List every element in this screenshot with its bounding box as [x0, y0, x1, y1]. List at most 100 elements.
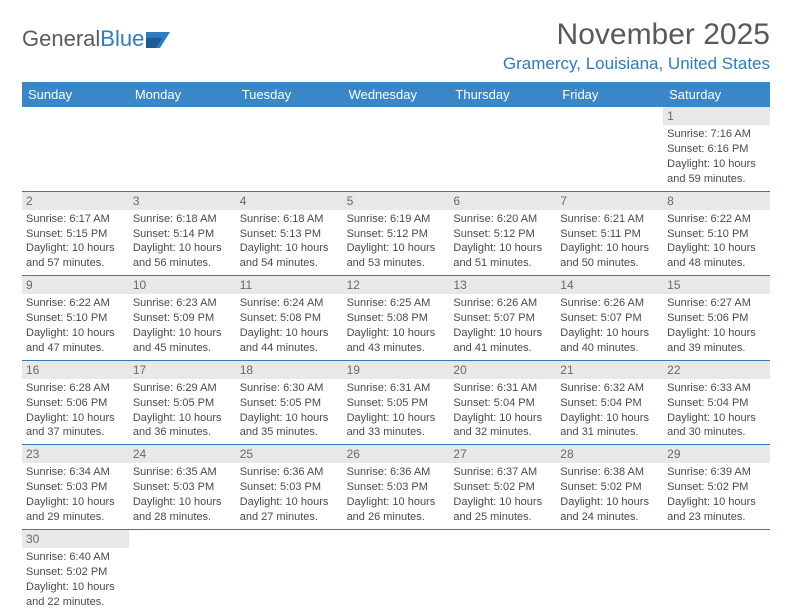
week-row: 2Sunrise: 6:17 AMSunset: 5:15 PMDaylight… [22, 192, 770, 277]
calendar-cell: 14Sunrise: 6:26 AMSunset: 5:07 PMDayligh… [556, 276, 663, 360]
day-number: 27 [449, 445, 556, 463]
daylight-line: Daylight: 10 hours and 50 minutes. [560, 241, 659, 271]
cell-content: Sunrise: 6:27 AMSunset: 5:06 PMDaylight:… [663, 294, 770, 359]
calendar-cell: 5Sunrise: 6:19 AMSunset: 5:12 PMDaylight… [343, 192, 450, 276]
sunrise-line: Sunrise: 6:28 AM [26, 381, 125, 396]
sunrise-line: Sunrise: 6:19 AM [347, 212, 446, 227]
sunset-line: Sunset: 5:14 PM [133, 227, 232, 242]
day-number: 30 [22, 530, 129, 548]
sunrise-line: Sunrise: 6:31 AM [347, 381, 446, 396]
day-number: 15 [663, 276, 770, 294]
sunrise-line: Sunrise: 6:37 AM [453, 465, 552, 480]
calendar-cell: 26Sunrise: 6:36 AMSunset: 5:03 PMDayligh… [343, 445, 450, 529]
sunset-line: Sunset: 5:06 PM [26, 396, 125, 411]
cell-content: Sunrise: 6:37 AMSunset: 5:02 PMDaylight:… [449, 463, 556, 528]
day-number: 6 [449, 192, 556, 210]
calendar-cell: 1Sunrise: 7:16 AMSunset: 6:16 PMDaylight… [663, 107, 770, 191]
daylight-line: Daylight: 10 hours and 24 minutes. [560, 495, 659, 525]
calendar-cell [22, 107, 129, 191]
sunset-line: Sunset: 5:04 PM [560, 396, 659, 411]
calendar-cell [449, 530, 556, 613]
header: GeneralBlue November 2025 Gramercy, Loui… [22, 18, 770, 74]
cell-content: Sunrise: 6:18 AMSunset: 5:14 PMDaylight:… [129, 210, 236, 275]
calendar-cell: 9Sunrise: 6:22 AMSunset: 5:10 PMDaylight… [22, 276, 129, 360]
calendar-cell: 28Sunrise: 6:38 AMSunset: 5:02 PMDayligh… [556, 445, 663, 529]
day-number [343, 107, 450, 109]
cell-content: Sunrise: 6:21 AMSunset: 5:11 PMDaylight:… [556, 210, 663, 275]
calendar-cell: 27Sunrise: 6:37 AMSunset: 5:02 PMDayligh… [449, 445, 556, 529]
daylight-line: Daylight: 10 hours and 23 minutes. [667, 495, 766, 525]
daylight-line: Daylight: 10 hours and 25 minutes. [453, 495, 552, 525]
calendar-cell: 16Sunrise: 6:28 AMSunset: 5:06 PMDayligh… [22, 361, 129, 445]
daylight-line: Daylight: 10 hours and 43 minutes. [347, 326, 446, 356]
daylight-line: Daylight: 10 hours and 45 minutes. [133, 326, 232, 356]
calendar-cell: 30Sunrise: 6:40 AMSunset: 5:02 PMDayligh… [22, 530, 129, 613]
calendar-cell: 4Sunrise: 6:18 AMSunset: 5:13 PMDaylight… [236, 192, 343, 276]
day-number [343, 530, 450, 532]
cell-content: Sunrise: 6:22 AMSunset: 5:10 PMDaylight:… [663, 210, 770, 275]
daylight-line: Daylight: 10 hours and 54 minutes. [240, 241, 339, 271]
calendar-cell: 6Sunrise: 6:20 AMSunset: 5:12 PMDaylight… [449, 192, 556, 276]
daylight-line: Daylight: 10 hours and 59 minutes. [667, 157, 766, 187]
sunset-line: Sunset: 5:11 PM [560, 227, 659, 242]
cell-content: Sunrise: 6:25 AMSunset: 5:08 PMDaylight:… [343, 294, 450, 359]
day-number: 10 [129, 276, 236, 294]
cell-content: Sunrise: 6:31 AMSunset: 5:04 PMDaylight:… [449, 379, 556, 444]
logo: GeneralBlue [22, 18, 172, 52]
day-number: 7 [556, 192, 663, 210]
day-number: 26 [343, 445, 450, 463]
week-row: 30Sunrise: 6:40 AMSunset: 5:02 PMDayligh… [22, 530, 770, 613]
calendar-cell [236, 530, 343, 613]
daylight-line: Daylight: 10 hours and 44 minutes. [240, 326, 339, 356]
calendar-cell: 21Sunrise: 6:32 AMSunset: 5:04 PMDayligh… [556, 361, 663, 445]
day-number: 21 [556, 361, 663, 379]
sunset-line: Sunset: 5:02 PM [560, 480, 659, 495]
sunrise-line: Sunrise: 6:27 AM [667, 296, 766, 311]
daylight-line: Daylight: 10 hours and 28 minutes. [133, 495, 232, 525]
day-number [236, 107, 343, 109]
daylight-line: Daylight: 10 hours and 30 minutes. [667, 411, 766, 441]
calendar-cell: 8Sunrise: 6:22 AMSunset: 5:10 PMDaylight… [663, 192, 770, 276]
sunset-line: Sunset: 5:03 PM [26, 480, 125, 495]
sunrise-line: Sunrise: 6:35 AM [133, 465, 232, 480]
cell-content: Sunrise: 6:19 AMSunset: 5:12 PMDaylight:… [343, 210, 450, 275]
day-number [663, 530, 770, 532]
sunset-line: Sunset: 5:08 PM [347, 311, 446, 326]
sunset-line: Sunset: 5:09 PM [133, 311, 232, 326]
sunset-line: Sunset: 5:03 PM [133, 480, 232, 495]
calendar-cell: 29Sunrise: 6:39 AMSunset: 5:02 PMDayligh… [663, 445, 770, 529]
cell-content: Sunrise: 6:24 AMSunset: 5:08 PMDaylight:… [236, 294, 343, 359]
sunrise-line: Sunrise: 6:32 AM [560, 381, 659, 396]
sunrise-line: Sunrise: 6:26 AM [453, 296, 552, 311]
day-number: 3 [129, 192, 236, 210]
day-number: 23 [22, 445, 129, 463]
sunrise-line: Sunrise: 6:29 AM [133, 381, 232, 396]
sunset-line: Sunset: 5:02 PM [453, 480, 552, 495]
calendar-cell: 2Sunrise: 6:17 AMSunset: 5:15 PMDaylight… [22, 192, 129, 276]
cell-content: Sunrise: 6:32 AMSunset: 5:04 PMDaylight:… [556, 379, 663, 444]
cell-content: Sunrise: 6:30 AMSunset: 5:05 PMDaylight:… [236, 379, 343, 444]
location: Gramercy, Louisiana, United States [503, 54, 770, 74]
week-row: 23Sunrise: 6:34 AMSunset: 5:03 PMDayligh… [22, 445, 770, 530]
day-number [22, 107, 129, 109]
weekday-mon: Monday [129, 82, 236, 107]
calendar-cell: 12Sunrise: 6:25 AMSunset: 5:08 PMDayligh… [343, 276, 450, 360]
calendar-cell [236, 107, 343, 191]
cell-content: Sunrise: 6:40 AMSunset: 5:02 PMDaylight:… [22, 548, 129, 613]
daylight-line: Daylight: 10 hours and 41 minutes. [453, 326, 552, 356]
calendar-cell: 3Sunrise: 6:18 AMSunset: 5:14 PMDaylight… [129, 192, 236, 276]
weekday-wed: Wednesday [343, 82, 450, 107]
cell-content: Sunrise: 7:16 AMSunset: 6:16 PMDaylight:… [663, 125, 770, 190]
day-number: 1 [663, 107, 770, 125]
sunset-line: Sunset: 5:04 PM [667, 396, 766, 411]
day-number: 9 [22, 276, 129, 294]
logo-text-1: General [22, 26, 100, 52]
calendar-cell: 22Sunrise: 6:33 AMSunset: 5:04 PMDayligh… [663, 361, 770, 445]
calendar-cell: 7Sunrise: 6:21 AMSunset: 5:11 PMDaylight… [556, 192, 663, 276]
calendar-cell: 10Sunrise: 6:23 AMSunset: 5:09 PMDayligh… [129, 276, 236, 360]
cell-content: Sunrise: 6:35 AMSunset: 5:03 PMDaylight:… [129, 463, 236, 528]
cell-content: Sunrise: 6:31 AMSunset: 5:05 PMDaylight:… [343, 379, 450, 444]
sunrise-line: Sunrise: 6:31 AM [453, 381, 552, 396]
calendar-cell [129, 530, 236, 613]
cell-content: Sunrise: 6:33 AMSunset: 5:04 PMDaylight:… [663, 379, 770, 444]
